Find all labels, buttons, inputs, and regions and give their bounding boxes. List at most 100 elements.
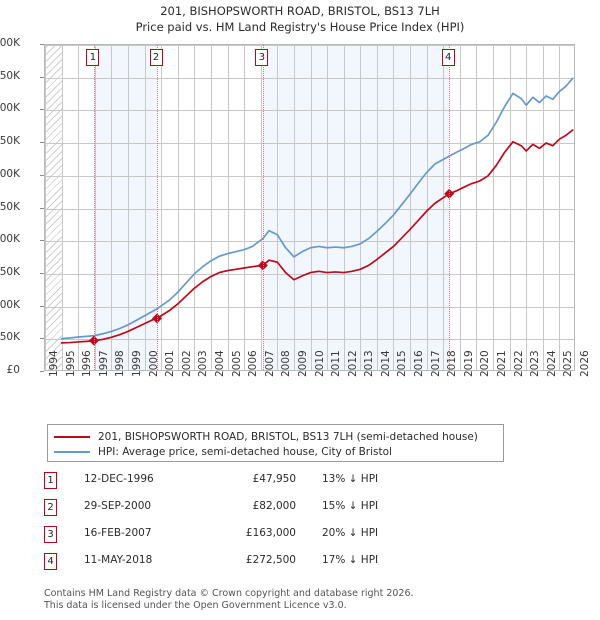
gridline-vertical [194,45,195,370]
y-axis-tick-label: £0 [6,364,20,376]
x-axis-tick-label: 2006 [247,350,260,377]
row-marker-number: 4 [44,553,57,570]
x-axis-tick-label: 2012 [346,350,359,377]
footer-copyright: Contains HM Land Registry data © Crown c… [44,588,414,599]
x-axis-tick-label: 2003 [197,350,210,377]
gridline-vertical [476,45,477,370]
transaction-point-marker [88,335,99,346]
gridline-vertical [344,45,345,370]
row-marker-number: 2 [44,499,57,516]
gridline-vertical [228,45,229,370]
title-address: 201, BISHOPSWORTH ROAD, BRISTOL, BS13 7L… [160,4,440,18]
gridline-vertical [327,45,328,370]
y-axis-tick-label: £250K [0,200,20,213]
series-line-property [60,129,574,344]
chart-shaded-band [262,45,450,370]
gridline-horizontal [45,110,574,111]
y-axis-tick [40,76,44,78]
gridline-vertical [95,45,96,370]
gridline-horizontal [45,45,574,46]
x-axis-tick-label: 2020 [479,350,492,377]
x-axis-tick-label: 2022 [512,350,525,377]
gridline-vertical [261,45,262,370]
x-axis-tick-label: 1999 [130,350,143,377]
x-axis-tick-label: 2024 [545,350,558,377]
gridline-horizontal [45,339,574,340]
gridline-vertical [145,45,146,370]
row-marker-number: 3 [44,526,57,543]
x-axis-tick-label: 2013 [363,350,376,377]
chart-legend: 201, BISHOPSWORTH ROAD, BRISTOL, BS13 7L… [47,424,504,462]
x-axis-tick-label: 2007 [263,350,276,377]
x-axis-tick-label: 1996 [81,350,94,377]
y-axis-tick-label: £200K [0,233,20,246]
gridline-vertical [128,45,129,370]
row-price: £163,000 [245,527,296,539]
gridline-vertical [178,45,179,370]
x-axis-tick-label: 2008 [280,350,293,377]
row-hpi-delta: 20% ↓ HPI [322,527,379,539]
x-axis-tick-label: 2026 [579,350,591,377]
table-row: 4 11-MAY-2018 £272,500 17% ↓ HPI [44,551,474,578]
x-axis-tick-label: 2018 [446,350,459,377]
x-axis-tick-label: 2005 [230,350,243,377]
gridline-vertical [543,45,544,370]
gridline-horizontal [45,307,574,308]
y-axis-tick [40,272,44,274]
x-axis-tick-label: 2021 [496,350,509,377]
legend-label-property: 201, BISHOPSWORTH ROAD, BRISTOL, BS13 7L… [98,431,478,443]
row-date: 29-SEP-2000 [84,500,152,512]
chart-shaded-band [93,45,157,370]
y-axis-tick-label: £150K [0,265,20,278]
legend-item-hpi: HPI: Average price, semi-detached house,… [54,445,497,459]
transaction-marker-line [449,45,450,370]
row-hpi-delta: 17% ↓ HPI [322,554,379,566]
x-axis-tick-label: 2016 [413,350,426,377]
transaction-marker-line [157,45,158,370]
gridline-vertical [161,45,162,370]
gridline-vertical [62,45,63,370]
x-axis-tick-label: 2023 [529,350,542,377]
gridline-vertical [493,45,494,370]
gridline-vertical [443,45,444,370]
page-title: 201, BISHOPSWORTH ROAD, BRISTOL, BS13 7L… [0,3,600,35]
y-axis-tick-label: £300K [0,167,20,180]
transaction-point-marker [257,260,268,271]
x-axis-tick-label: 1995 [64,350,77,377]
table-row: 1 12-DEC-1996 £47,950 13% ↓ HPI [44,470,474,497]
gridline-vertical [211,45,212,370]
x-axis-tick-label: 1998 [114,350,127,377]
x-axis-tick-label: 2025 [562,350,575,377]
gridline-horizontal [45,274,574,275]
chart-series-layer [60,77,574,346]
legend-swatch-hpi [54,451,90,453]
chart-marker-box: 1 [86,49,100,66]
x-axis-tick-label: 2004 [213,350,226,377]
row-marker-number: 1 [44,472,57,489]
table-row: 3 16-FEB-2007 £163,000 20% ↓ HPI [44,524,474,551]
y-axis-tick [40,142,44,144]
table-row: 2 29-SEP-2000 £82,000 15% ↓ HPI [44,497,474,524]
x-axis-tick-label: 2019 [462,350,475,377]
gridline-vertical [311,45,312,370]
gridline-vertical [244,45,245,370]
x-axis-tick-label: 2011 [330,350,343,377]
y-axis-tick [40,305,44,307]
series-line-hpi [60,77,574,340]
footer-attribution: Contains HM Land Registry data © Crown c… [44,588,564,611]
x-axis-tick-label: 2001 [164,350,177,377]
y-axis-tick-label: £400K [0,102,20,115]
gridline-horizontal [45,143,574,144]
gridline-horizontal [45,209,574,210]
y-axis-tick-label: £450K [0,69,20,82]
transaction-marker-line [263,45,264,370]
gridline-vertical [45,45,46,370]
legend-swatch-property [54,436,90,438]
y-axis-tick-label: £100K [0,298,20,311]
y-axis-tick-label: £50K [0,331,20,344]
x-axis-tick-label: 2014 [379,350,392,377]
row-hpi-delta: 15% ↓ HPI [322,500,379,512]
row-price: £47,950 [252,473,296,485]
y-axis-tick [40,174,44,176]
x-axis-tick-label: 2015 [396,350,409,377]
